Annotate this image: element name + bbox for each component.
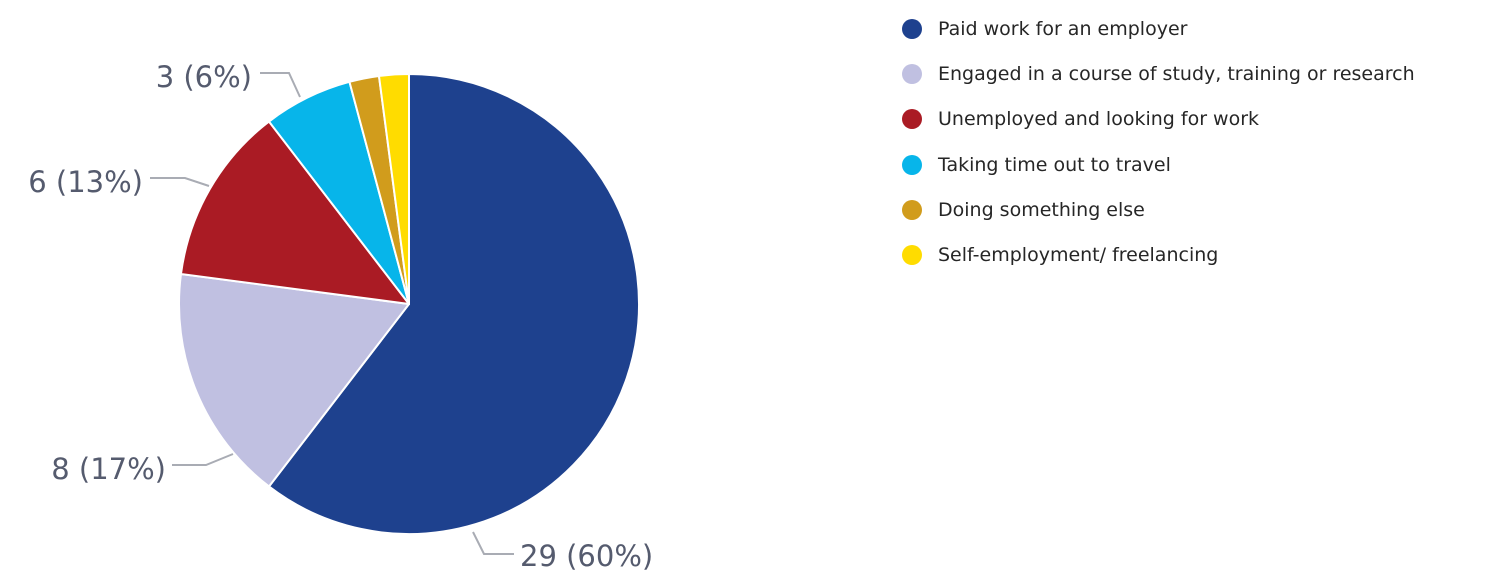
legend-item-6: Self-employment/ freelancing bbox=[902, 241, 1415, 270]
legend-swatch-icon bbox=[902, 200, 922, 221]
legend-label: Self-employment/ freelancing bbox=[938, 244, 1219, 267]
legend-item-1: Paid work for an employer bbox=[902, 14, 1415, 43]
legend-item-2: Engaged in a course of study, training o… bbox=[902, 59, 1415, 88]
leader-line-1 bbox=[472, 531, 514, 555]
data-label-1: 29 (60%) bbox=[520, 539, 653, 573]
legend-swatch-icon bbox=[902, 245, 922, 266]
legend-swatch-icon bbox=[902, 154, 922, 175]
legend-label: Engaged in a course of study, training o… bbox=[938, 62, 1415, 85]
legend-swatch-icon bbox=[902, 18, 922, 39]
pie-slice-1 bbox=[267, 73, 640, 535]
legend-item-3: Unemployed and looking for work bbox=[902, 105, 1415, 134]
legend: Paid work for an employer Engaged in a co… bbox=[902, 14, 1415, 286]
legend-label: Doing something else bbox=[938, 199, 1145, 222]
leader-line-3 bbox=[150, 177, 210, 187]
leader-line-2 bbox=[172, 453, 234, 466]
legend-label: Taking time out to travel bbox=[938, 153, 1171, 176]
leader-line-4 bbox=[260, 72, 301, 98]
legend-swatch-icon bbox=[902, 63, 922, 84]
legend-swatch-icon bbox=[902, 109, 922, 130]
data-label-3: 6 (13%) bbox=[28, 165, 143, 199]
pie-slice-2 bbox=[178, 272, 410, 488]
legend-label: Paid work for an employer bbox=[938, 17, 1188, 40]
data-label-2: 8 (17%) bbox=[51, 452, 166, 486]
data-label-4: 3 (6%) bbox=[156, 60, 252, 94]
pie-slice-3 bbox=[179, 120, 410, 305]
legend-label: Unemployed and looking for work bbox=[938, 108, 1260, 131]
pie-chart: 29 (60%) 8 (17%) 6 (13%) 3 (6%) bbox=[28, 60, 653, 573]
legend-item-4: Taking time out to travel bbox=[902, 150, 1415, 179]
legend-item-5: Doing something else bbox=[902, 196, 1415, 225]
pie-slice-6 bbox=[377, 73, 410, 305]
